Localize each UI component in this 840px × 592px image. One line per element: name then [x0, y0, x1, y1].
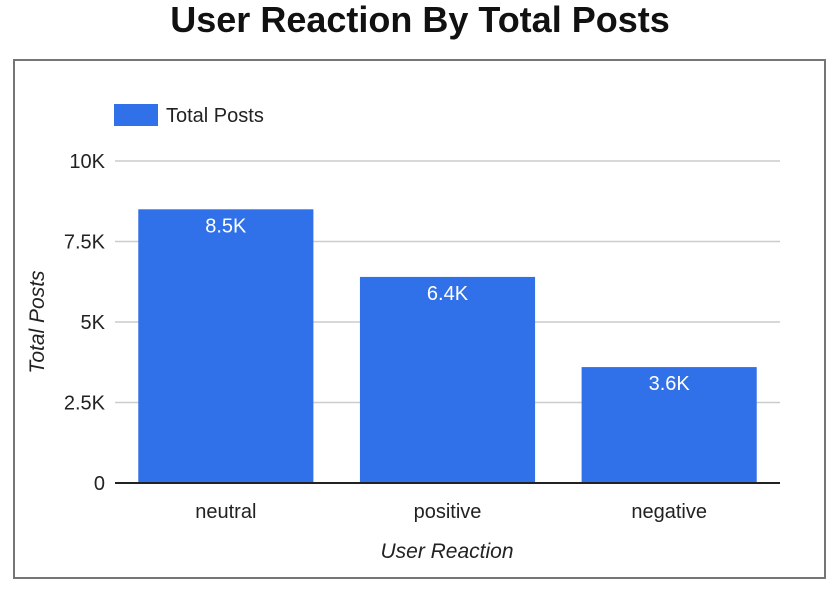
x-tick-label: negative	[631, 501, 707, 523]
bar-data-label: 3.6K	[649, 373, 691, 395]
bar-negative	[581, 367, 757, 483]
bar-data-label: 8.5K	[205, 215, 247, 237]
bar-positive	[359, 276, 536, 483]
bar-data-label: 6.4K	[427, 283, 469, 305]
y-tick-label: 10K	[69, 151, 105, 173]
x-tick-label: neutral	[195, 501, 256, 523]
x-tick-label: positive	[414, 501, 482, 523]
chart-frame	[13, 59, 826, 579]
bars	[138, 209, 757, 484]
legend-label: Total Posts	[166, 105, 264, 127]
x-axis-title: User Reaction	[380, 540, 513, 563]
y-tick-label: 5K	[81, 312, 106, 334]
legend-swatch	[114, 104, 158, 126]
legend: Total Posts	[114, 104, 264, 127]
y-axis-ticks: 0 2.5K 5K 7.5K 10K	[64, 151, 106, 495]
x-axis-ticks: neutral positive negative	[195, 501, 707, 523]
y-axis-title: Total Posts	[26, 270, 49, 374]
chart-title: User Reaction By Total Posts	[170, 0, 670, 40]
bar-neutral	[138, 209, 314, 484]
y-tick-label: 7.5K	[64, 232, 106, 254]
y-tick-label: 0	[94, 473, 105, 495]
y-tick-label: 2.5K	[64, 393, 106, 415]
bar-data-labels: 8.5K 6.4K 3.6K	[205, 215, 690, 395]
